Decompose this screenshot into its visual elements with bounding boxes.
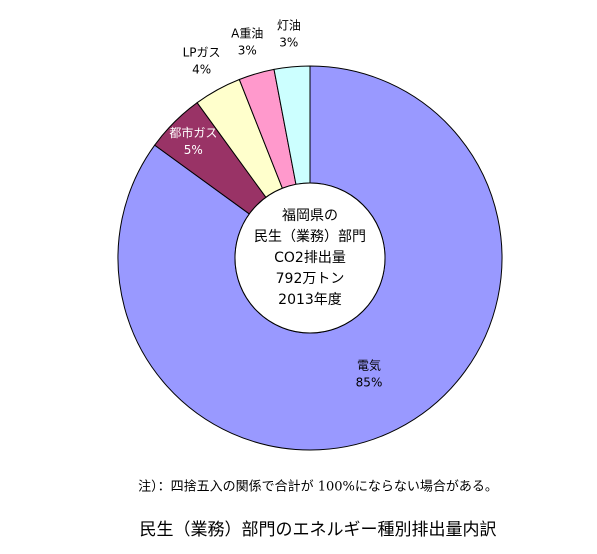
chart-title: 民生（業務）部門のエネルギー種別排出量内訳 [140,520,497,540]
center-text: 2013年度 [278,292,342,308]
value-label: 3% [238,43,257,57]
value-label: 85% [356,375,383,389]
center-text: 民生（業務）部門 [254,229,366,245]
value-label: 4% [192,62,211,76]
center-text: CO2排出量 [274,250,346,266]
value-label: 5% [184,143,203,157]
slice-label: A重油 [231,26,263,40]
footnote: 注）：四捨五入の関係で合計が 100%にならない場合がある。 [138,479,498,495]
donut-hole [234,182,386,334]
slice-label: 電気 [357,357,381,372]
slice-label: LPガス [183,45,221,59]
slice-label: 都市ガス [169,125,217,140]
value-label: 3% [279,35,298,49]
slice-label: 灯油 [277,18,301,32]
center-text: 福岡県の [282,208,338,224]
center-text: 792万トン [276,271,345,287]
